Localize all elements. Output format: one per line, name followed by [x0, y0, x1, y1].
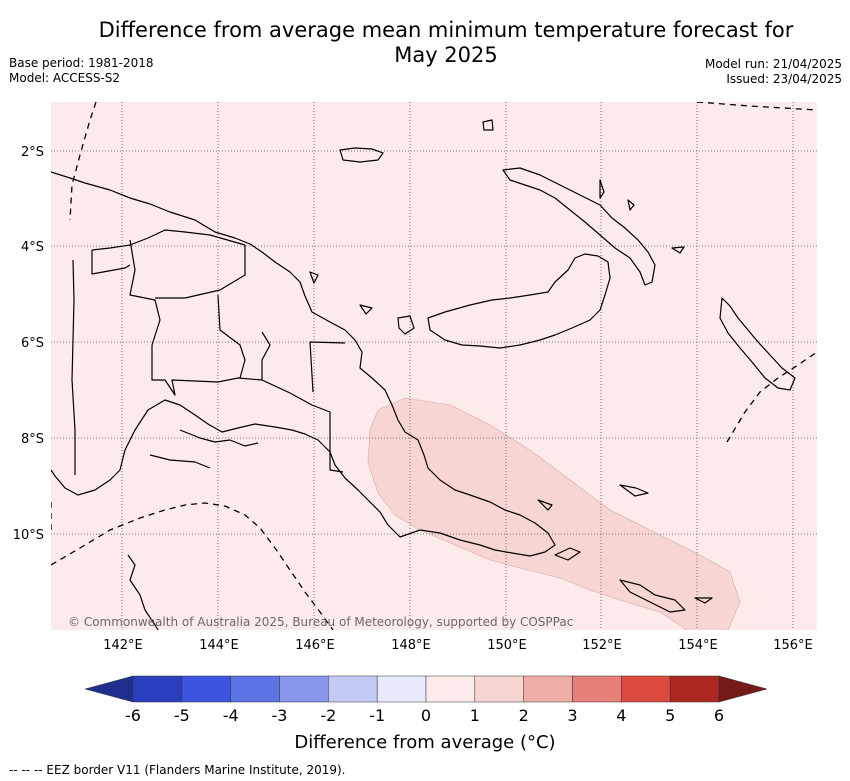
colorbar-label: Difference from average (°C) [294, 732, 556, 753]
colorbar: -6 -5 -4 -3 -2 -1 0 1 2 3 4 5 6 [84, 675, 768, 725]
eez-border-north [69, 102, 97, 221]
title-line-1: Difference from average mean minimum tem… [98, 18, 794, 42]
colorbar-tick-label: -3 [272, 706, 288, 725]
colorbar-tick-label: 2 [519, 706, 529, 725]
lat-label-6s: 6°S [21, 336, 44, 351]
coastline-new-ireland [502, 167, 656, 286]
lon-label-150e: 150°E [487, 638, 527, 653]
anomaly-region [367, 397, 741, 630]
colorbar-tick-label: 1 [470, 706, 480, 725]
meta-left: Base period: 1981-2018 Model: ACCESS-S2 [9, 56, 154, 86]
lon-label-154e: 154°E [678, 638, 718, 653]
eez-border-east [726, 351, 817, 443]
colorbar-bin-6 [425, 675, 476, 703]
colorbar-bin-10 [621, 675, 671, 703]
colorbar-bin-3 [279, 675, 329, 703]
graticule [51, 102, 817, 630]
lon-label-148e: 148°E [391, 638, 431, 653]
colorbar-tick-label: 3 [567, 706, 577, 725]
coastline-fly-delta [149, 429, 259, 469]
colorbar-bin-2 [230, 675, 280, 703]
border-indonesia [71, 259, 76, 475]
colorbar-bin-5 [376, 675, 427, 703]
coastline-cape-york [127, 554, 159, 630]
colorbar-tick-label: -6 [125, 706, 141, 725]
colorbar-bin-9 [572, 675, 622, 703]
colorbar-tick-label: 0 [421, 706, 431, 725]
colorbar-tick-label: 5 [665, 706, 675, 725]
colorbar-bin-11 [669, 675, 720, 703]
map-background [51, 102, 817, 630]
colorbar-tick-label: 4 [616, 706, 626, 725]
colorbar-bin-1 [181, 675, 231, 703]
colorbar-bin-7 [474, 675, 524, 703]
map-title: Difference from average mean minimum tem… [0, 18, 850, 68]
province-borders [129, 239, 346, 473]
colorbar-tick-label: 6 [714, 706, 724, 725]
colorbar-tick-label: -5 [174, 706, 190, 725]
coastline-bougainville [719, 297, 796, 391]
coastline-new-guinea [51, 171, 556, 557]
colorbar-tick-label: -2 [320, 706, 336, 725]
colorbar-extend-high [718, 675, 768, 703]
colorbar-bin-8 [523, 675, 573, 703]
copyright-text: © Commonwealth of Australia 2025, Bureau… [68, 615, 573, 629]
model-name: Model: ACCESS-S2 [9, 71, 121, 85]
lat-label-2s: 2°S [21, 145, 44, 160]
eez-footer-note: -- -- -- EEZ border V11 (Flanders Marine… [9, 763, 346, 777]
lat-label-8s: 8°S [21, 432, 44, 447]
colorbar-bin-4 [328, 675, 378, 703]
province-inset [91, 229, 246, 275]
model-run: Model run: 21/04/2025 [704, 57, 842, 71]
coastline-small-islands [309, 119, 713, 613]
eez-border-south [51, 502, 334, 630]
colorbar-bin-0 [132, 675, 183, 703]
colorbar-tick-label: -4 [223, 706, 239, 725]
issued-date: Issued: 23/04/2025 [726, 72, 842, 86]
coastline-manus [339, 147, 384, 163]
lon-label-152e: 152°E [582, 638, 622, 653]
base-period: Base period: 1981-2018 [9, 56, 154, 70]
title-line-2: May 2025 [394, 43, 498, 67]
coastline-new-britain [427, 253, 611, 349]
lon-label-142e: 142°E [103, 638, 143, 653]
colorbar-extend-low [84, 675, 134, 703]
colorbar-tick-label: -1 [369, 706, 385, 725]
lon-label-146e: 146°E [295, 638, 335, 653]
meta-right: Model run: 21/04/2025 Issued: 23/04/2025 [705, 57, 842, 87]
lat-label-10s: 10°S [13, 528, 44, 543]
lat-label-4s: 4°S [21, 240, 44, 255]
lon-label-156e: 156°E [773, 638, 813, 653]
lon-label-144e: 144°E [199, 638, 239, 653]
